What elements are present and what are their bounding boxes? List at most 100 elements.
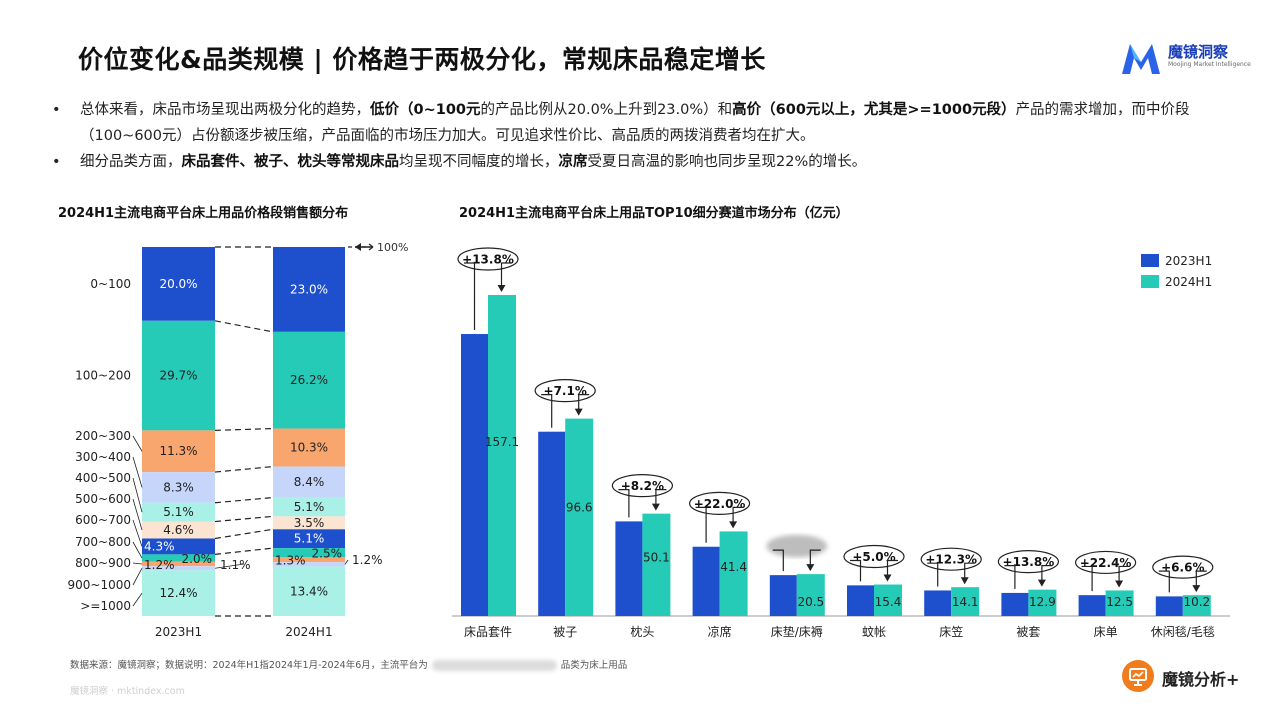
- growth-bracket-left: [927, 562, 939, 587]
- bar-value-label: 157.1: [485, 435, 519, 449]
- bracket-line: [132, 498, 143, 531]
- growth-bubble: [920, 547, 982, 571]
- legend-label: 2023H1: [1165, 254, 1212, 268]
- stack-segment: [273, 497, 345, 517]
- bar-2024h1: [1182, 595, 1211, 616]
- logo-name: 魔镜洞察: [1168, 43, 1229, 61]
- price-range-label: 100~200: [75, 369, 131, 383]
- growth-bracket-left: [541, 394, 553, 428]
- growth-arrow-icon: [729, 521, 738, 529]
- growth-bracket-right: [809, 549, 821, 567]
- growth-bracket-right: [1118, 565, 1130, 583]
- bullet-1-text-b: 的产品比例从20.0%上升到23.0%）和: [480, 102, 733, 118]
- stack-segment: [142, 561, 215, 567]
- connector-line: [214, 515, 274, 523]
- segment-label: 12.4%: [159, 586, 197, 600]
- legend-swatch: [1141, 275, 1159, 288]
- growth-arrow-icon: [960, 577, 969, 585]
- growth-bracket-left: [772, 549, 784, 572]
- bracket-line: [132, 477, 143, 513]
- bracket-line: [132, 541, 143, 559]
- category-label: 枕头: [630, 624, 654, 639]
- logo: 魔镜洞察 Moojing Market Intelligence: [1120, 40, 1260, 80]
- growth-bracket-right: [1195, 570, 1207, 588]
- stack-segment: [273, 557, 345, 563]
- bar-value-label: 12.5: [1106, 595, 1133, 609]
- bar-2023h1: [615, 521, 643, 616]
- growth-bracket-right: [578, 394, 590, 411]
- category-label: 床单: [1094, 625, 1118, 639]
- stack-segment: [142, 502, 215, 522]
- growth-bracket-left: [850, 559, 862, 582]
- segment-label: 5.1%: [294, 532, 325, 546]
- source-text-b: 品类为床上用品: [560, 660, 628, 671]
- segment-label: 1.3%: [275, 554, 306, 568]
- bar-2024h1: [642, 513, 671, 616]
- segment-label: 3.5%: [294, 516, 325, 530]
- bullet-2-text-c: 受夏日高温的影响也同步呈现22%的增长。: [587, 154, 867, 170]
- legend-swatch: [1141, 254, 1159, 267]
- stack-segment: [273, 466, 345, 498]
- growth-label: +13.8%: [462, 253, 514, 267]
- growth-bracket-left: [1081, 565, 1093, 592]
- watermark: 魔镜洞察 · mktindex.com: [70, 686, 185, 697]
- stack-segment: [142, 430, 215, 473]
- growth-bracket-right: [655, 489, 667, 506]
- growth-label: +13.8%: [1003, 555, 1055, 569]
- bar-value-label: 12.9: [1029, 595, 1056, 609]
- bar-2024h1: [874, 584, 902, 616]
- growth-label: +22.4%: [1080, 556, 1132, 570]
- price-distribution-chart: 2023H1 2024H1 20.0% 29.7% 11.3% 8.3% 5.1% 4.6% 4…: [68, 241, 409, 639]
- stack-segment: [142, 472, 215, 503]
- stack-segment: [142, 566, 215, 571]
- growth-bracket-right: [886, 559, 898, 577]
- growth-bubble: [457, 247, 519, 271]
- bullet-2-text-b: 均呈现不同幅度的增长，: [399, 154, 559, 170]
- growth-bubble: [534, 379, 596, 403]
- bracket-line: [132, 562, 143, 565]
- brand-name: 魔镜分析+: [1162, 670, 1240, 689]
- segment-label: 2.5%: [312, 547, 343, 561]
- x-tick-label: 2024H1: [285, 625, 332, 639]
- growth-arrow-icon: [883, 574, 892, 582]
- price-range-label: 0~100: [90, 277, 131, 291]
- connector-line: [214, 547, 274, 555]
- category-label: 床笠: [939, 624, 963, 639]
- growth-label: +6.6%: [1161, 561, 1204, 575]
- stack-segment: [273, 331, 345, 429]
- connector-line: [214, 465, 274, 473]
- segment-label: 26.2%: [290, 373, 328, 387]
- bullet-2-text-a: 细分品类方面，: [80, 154, 182, 170]
- bar-2023h1: [847, 585, 874, 616]
- segment-label: 5.1%: [294, 500, 325, 514]
- growth-bubble: [1152, 555, 1214, 579]
- stack-segment: [142, 538, 215, 555]
- segment-label: 5.1%: [163, 505, 194, 519]
- category-label: 蚊帐: [862, 624, 886, 639]
- connector-line: [214, 320, 274, 333]
- bullet-1-bold-b: 高价（600元以上，尤其是>=1000元段）: [732, 102, 1016, 118]
- bar-2023h1: [1078, 595, 1106, 616]
- growth-label: +5.0%: [852, 550, 895, 564]
- stack-segment: [273, 516, 345, 530]
- category-label: 床垫/床褥: [771, 624, 823, 639]
- legend-label: 2024H1: [1165, 275, 1212, 289]
- price-range-label: 600~700: [75, 513, 131, 527]
- top-percent-label: 100%: [377, 241, 408, 254]
- bar-2024h1: [1105, 590, 1134, 616]
- growth-label: +8.2%: [621, 479, 664, 493]
- logo-m-icon: [1122, 44, 1160, 74]
- growth-bracket-left: [618, 489, 630, 518]
- bullet-1-text-c: 产品的需求增加，而中价段（100~600元）占份额逐步被压缩，产品面临的市场压力…: [80, 102, 1190, 144]
- segment-label: 4.6%: [163, 523, 194, 537]
- segment-label: 2.0%: [182, 552, 213, 566]
- price-range-label: >=1000: [80, 599, 131, 613]
- bar-value-label: 14.1: [952, 595, 979, 609]
- segment-label: 4.3%: [144, 539, 175, 553]
- right-chart-title: 2024H1主流电商平台床上用品TOP10细分赛道市场分布（亿元）: [459, 206, 849, 221]
- bar-value-label: 50.1: [643, 551, 670, 565]
- growth-arrow-icon: [497, 285, 506, 292]
- growth-bubble: [766, 534, 828, 558]
- bar-2023h1: [461, 334, 488, 616]
- segment-label: 1.2%: [352, 553, 383, 567]
